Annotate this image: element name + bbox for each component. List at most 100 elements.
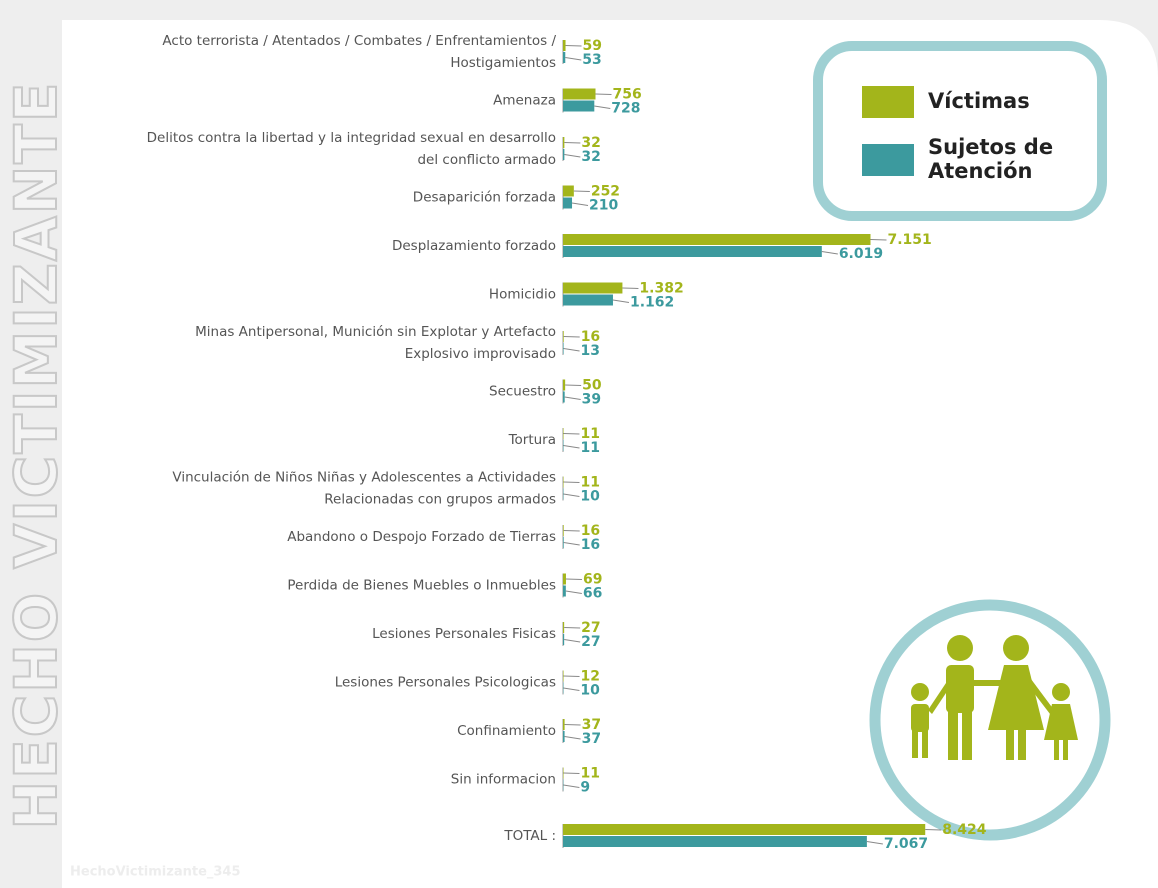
bar xyxy=(563,537,564,548)
leader-line xyxy=(564,142,581,144)
bar xyxy=(563,331,564,342)
bar xyxy=(563,391,565,403)
bar xyxy=(563,731,565,742)
leader-line xyxy=(565,578,582,580)
category-label: Sin informacion xyxy=(451,772,556,788)
value-label: 32 xyxy=(581,149,600,165)
value-label: 7.067 xyxy=(884,836,928,852)
category-label: Hostigamientos xyxy=(450,55,556,71)
value-label: 8.424 xyxy=(942,822,987,838)
legend-swatch xyxy=(862,144,914,176)
category-label: Lesiones Personales Psicologicas xyxy=(335,675,556,691)
leader-line xyxy=(594,105,611,109)
family-icon xyxy=(869,599,1111,841)
bar xyxy=(563,294,613,306)
bar xyxy=(563,52,566,63)
value-label: 12 xyxy=(581,669,600,685)
bar xyxy=(563,185,574,197)
leader-line xyxy=(925,829,942,831)
bar xyxy=(563,622,565,633)
category-label: Desaparición forzada xyxy=(413,190,556,206)
value-label: 11 xyxy=(580,426,599,442)
leader-line xyxy=(595,93,612,95)
category-label: Minas Antipersonal, Munición sin Explota… xyxy=(195,324,556,340)
leader-line xyxy=(565,384,582,386)
value-label: 13 xyxy=(581,343,600,359)
value-label: 728 xyxy=(611,101,640,117)
leader-line xyxy=(563,348,580,352)
bar xyxy=(563,137,565,148)
value-label: 66 xyxy=(583,586,602,602)
leader-line xyxy=(870,239,887,241)
category-label: Tortura xyxy=(508,432,556,448)
category-label: Vinculación de Niños Niñas y Adolescente… xyxy=(172,470,556,486)
value-label: 27 xyxy=(581,634,600,650)
leader-line xyxy=(563,336,580,338)
value-label: 69 xyxy=(583,572,602,588)
value-label: 50 xyxy=(582,378,602,394)
value-label: 1.382 xyxy=(639,281,683,297)
value-label: 37 xyxy=(582,717,601,733)
value-label: 27 xyxy=(581,620,600,636)
leader-line xyxy=(612,299,630,303)
legend-box xyxy=(813,41,1107,221)
bar xyxy=(563,343,564,354)
value-label: 11 xyxy=(580,766,599,782)
category-label: Amenaza xyxy=(493,93,556,109)
leader-line xyxy=(564,396,581,400)
leader-line xyxy=(563,433,580,435)
bar xyxy=(563,197,573,209)
value-label: 11 xyxy=(580,440,599,456)
category-label: Confinamiento xyxy=(457,723,556,739)
bar xyxy=(563,670,564,682)
bar xyxy=(563,100,595,112)
leader-line xyxy=(564,627,581,629)
category-label: Relacionadas con grupos armados xyxy=(324,492,556,508)
value-label: 7.151 xyxy=(887,232,931,248)
value-label: 756 xyxy=(613,87,642,103)
leader-line xyxy=(563,772,580,774)
value-label: 210 xyxy=(589,198,618,214)
bar xyxy=(563,246,822,257)
leader-line xyxy=(563,481,580,483)
watermark: HechoVictimizante_345 xyxy=(70,865,241,880)
leader-line xyxy=(564,736,581,740)
value-label: 10 xyxy=(580,683,600,699)
value-label: 37 xyxy=(582,731,601,747)
side-title: HECHO VICTIMIZANTE xyxy=(2,81,70,830)
value-label: 16 xyxy=(581,537,600,553)
leader-line xyxy=(565,590,582,594)
category-label: del conflicto armado xyxy=(417,152,556,168)
value-label: 252 xyxy=(591,184,620,200)
leader-line xyxy=(573,190,590,192)
legend-label: Víctimas xyxy=(928,89,1030,113)
category-label: Homicidio xyxy=(489,287,556,303)
legend-label: Sujetos de Atención xyxy=(928,135,1053,183)
value-label: 39 xyxy=(582,392,601,408)
bar xyxy=(563,149,565,160)
leader-line xyxy=(563,675,580,677)
bar xyxy=(563,40,566,51)
value-label: 1.162 xyxy=(630,295,674,311)
leader-line xyxy=(564,724,581,726)
bar xyxy=(563,379,566,391)
leader-line xyxy=(622,287,639,289)
bar xyxy=(563,282,623,294)
leader-line xyxy=(563,445,580,449)
leader-line xyxy=(821,251,838,255)
leader-line xyxy=(866,841,883,845)
leader-line xyxy=(563,687,580,691)
leader-line xyxy=(563,530,580,532)
leader-line xyxy=(563,493,580,497)
category-label: Acto terrorista / Atentados / Combates /… xyxy=(162,33,556,49)
value-label: 10 xyxy=(580,489,600,505)
category-label: Lesiones Personales Fisicas xyxy=(372,626,556,642)
value-label: 32 xyxy=(581,135,600,151)
leader-line xyxy=(564,154,581,158)
bar xyxy=(563,634,565,645)
leader-line xyxy=(565,57,582,61)
bar xyxy=(563,585,566,597)
value-label: 53 xyxy=(582,52,601,68)
